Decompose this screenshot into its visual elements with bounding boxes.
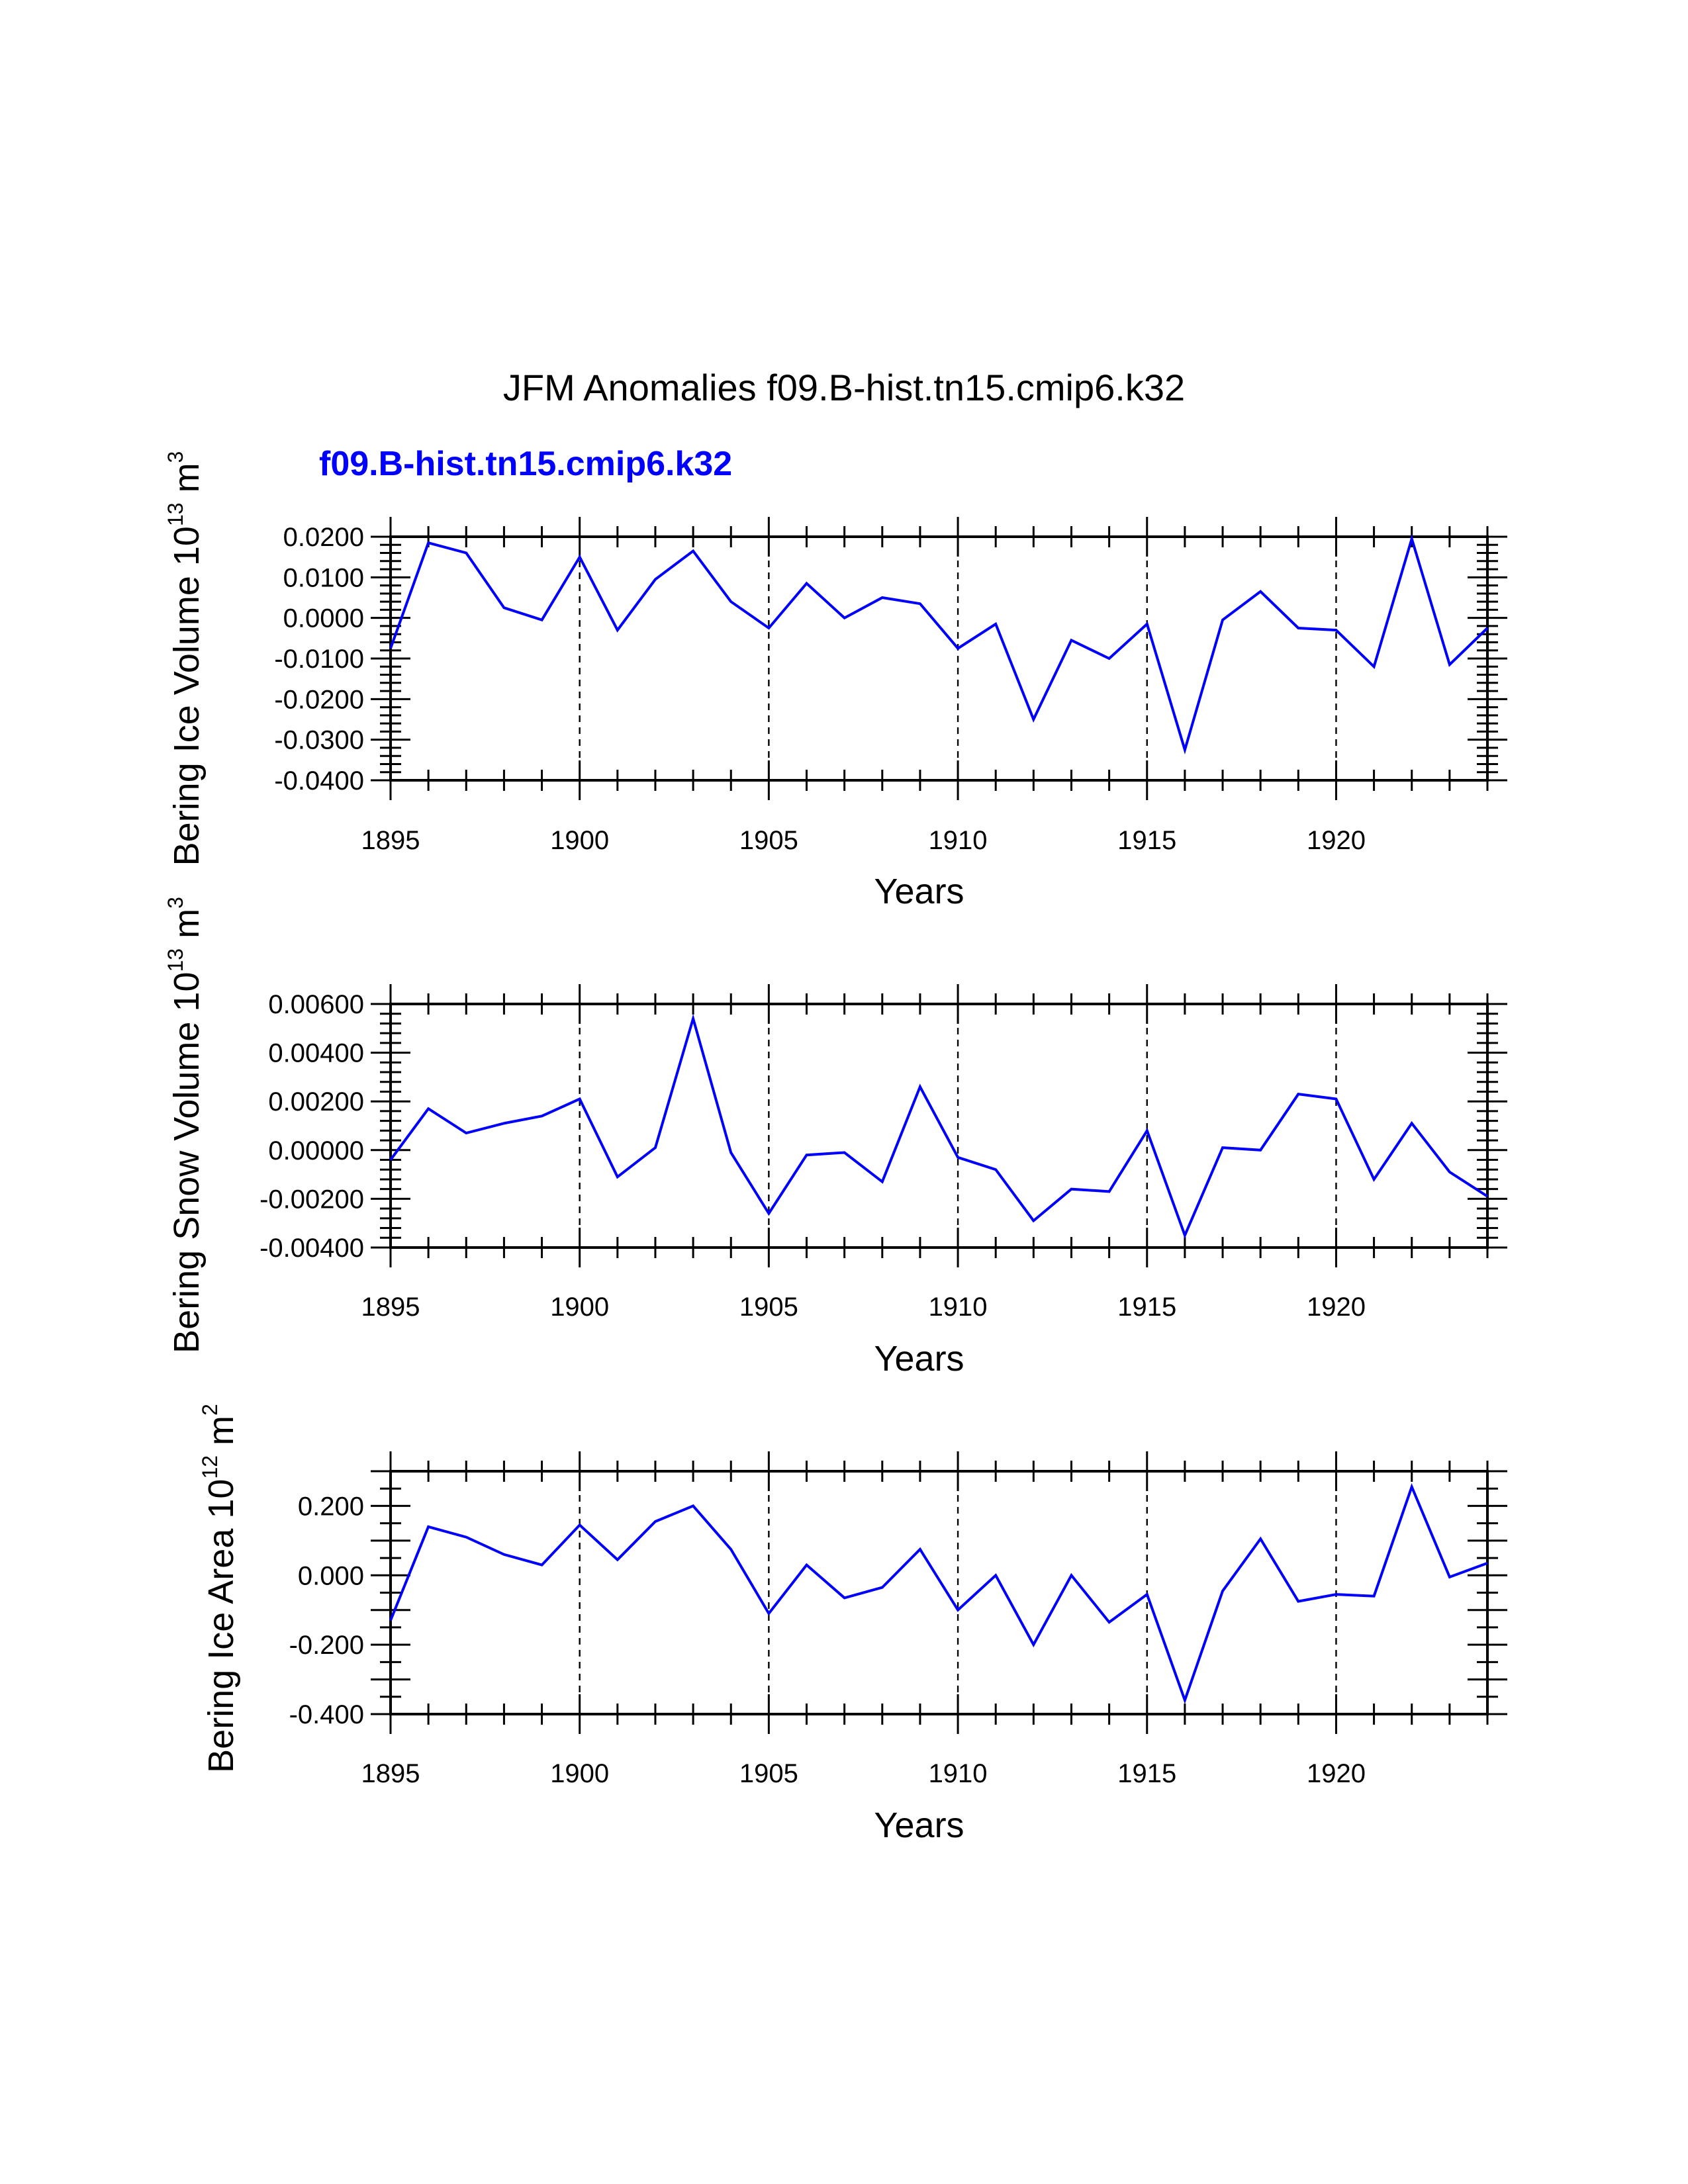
ice-volume-y-axis-title-main: Bering Ice Volume 10 <box>167 526 207 866</box>
snow-volume-xtick-label: 1920 <box>1307 1293 1366 1322</box>
ice-volume-series-line <box>389 534 1489 755</box>
snow-volume-ytick-label: 0.00600 <box>268 990 364 1019</box>
ice-volume-xtick-label: 1915 <box>1117 826 1176 855</box>
ice-volume-ytick-label: -0.0200 <box>274 685 364 714</box>
ice-area-y-axis-title-main: Bering Ice Area 10 <box>201 1479 241 1773</box>
snow-volume-xtick-label: 1905 <box>739 1293 798 1322</box>
ice-area-y-axis-title-exp: 12 <box>198 1455 222 1479</box>
ice-area-series-line <box>389 1483 1488 1705</box>
ice-volume-y-axis-title-exp: 13 <box>164 502 187 526</box>
ice-volume-y-axis-title: Bering Ice Volume 1013 m3 <box>164 451 207 866</box>
ice-volume-ytick-label: -0.0100 <box>274 645 364 674</box>
ice-area-y-axis-title-unit: m <box>201 1416 241 1455</box>
ice-area-xtick-label: 1915 <box>1117 1759 1176 1788</box>
snow-volume-xtick-label: 1895 <box>361 1293 420 1322</box>
snow-volume-ytick-label: -0.00400 <box>259 1234 364 1263</box>
ice-volume-xtick-label: 1910 <box>929 826 988 855</box>
snow-volume-xtick-label: 1915 <box>1117 1293 1176 1322</box>
snow-volume-xtick-label: 1910 <box>929 1293 988 1322</box>
snow-volume-xtick-label: 1900 <box>550 1293 609 1322</box>
ice-area-xtick-label: 1900 <box>550 1759 609 1788</box>
ice-area-y-axis-title: Bering Ice Area 1012 m2 <box>198 1404 241 1773</box>
ice-area-ytick-label: -0.200 <box>289 1631 364 1660</box>
ice-volume-x-axis-title: Years <box>874 872 964 911</box>
snow-volume-series-line <box>389 1013 1489 1240</box>
case-label: f09.B-hist.tn15.cmip6.k32 <box>319 445 732 483</box>
ice-area-xtick-label: 1905 <box>739 1759 798 1788</box>
ice-volume-y-axis-title-unit: m <box>167 463 207 502</box>
snow-volume-ytick-label: 0.00400 <box>268 1039 364 1068</box>
ice-volume-xtick-label: 1900 <box>550 826 609 855</box>
snow-volume-y-axis-title-exp: 13 <box>164 948 187 972</box>
ice-area-xtick-label: 1910 <box>929 1759 988 1788</box>
snow-volume-ytick-label: 0.00000 <box>268 1136 364 1165</box>
ice-volume-xtick-label: 1895 <box>361 826 420 855</box>
main-title: JFM Anomalies f09.B-hist.tn15.cmip6.k32 <box>503 367 1185 408</box>
ice-area-ytick-label: 0.200 <box>298 1492 364 1521</box>
ice-volume-ytick-label: -0.0300 <box>274 726 364 755</box>
ice-volume-y-axis-title-unit-exp: 3 <box>164 451 187 463</box>
snow-volume-y-axis-title-unit: m <box>167 909 207 948</box>
snow-volume-ytick-label: -0.00200 <box>259 1185 364 1214</box>
ice-area-ytick-label: -0.400 <box>289 1700 364 1729</box>
ice-volume-ytick-label: 0.0200 <box>283 523 364 552</box>
snow-volume-ytick-label: 0.00200 <box>268 1087 364 1116</box>
ice-volume-plot-frame <box>389 535 1489 782</box>
ice-area-xtick-label: 1895 <box>361 1759 420 1788</box>
ice-area-y-axis-title-unit-exp: 2 <box>198 1404 222 1416</box>
panel-ice-area: 0.200 0.000 -0.200 -0.400 1895 1900 1905 1910 19… <box>198 1404 1507 1845</box>
ice-volume-ytick-label: 0.0100 <box>283 563 364 592</box>
ice-area-ytick-label: 0.000 <box>298 1561 364 1590</box>
ice-area-xtick-label: 1920 <box>1307 1759 1366 1788</box>
ice-area-x-axis-title: Years <box>874 1805 964 1845</box>
ice-volume-ytick-label: -0.0400 <box>274 766 364 796</box>
snow-volume-y-axis-title-unit-exp: 3 <box>164 897 187 909</box>
snow-volume-y-axis-title-main: Bering Snow Volume 10 <box>167 972 207 1353</box>
ice-volume-ytick-label: 0.0000 <box>283 604 364 633</box>
panel-snow-volume: 0.00600 0.00400 0.00200 0.00000 -0.00200 -0.0… <box>164 897 1507 1379</box>
ice-volume-xtick-label: 1905 <box>739 826 798 855</box>
panel-ice-volume: 0.0200 0.0100 0.0000 -0.0100 -0.0200 -0.0300 -… <box>164 451 1507 911</box>
ice-volume-xtick-label: 1920 <box>1307 826 1366 855</box>
snow-volume-x-axis-title: Years <box>874 1339 964 1379</box>
ice-area-plot-frame <box>389 1470 1489 1715</box>
snow-volume-y-axis-title: Bering Snow Volume 1013 m3 <box>164 897 207 1353</box>
snow-volume-plot-frame <box>389 1003 1489 1249</box>
